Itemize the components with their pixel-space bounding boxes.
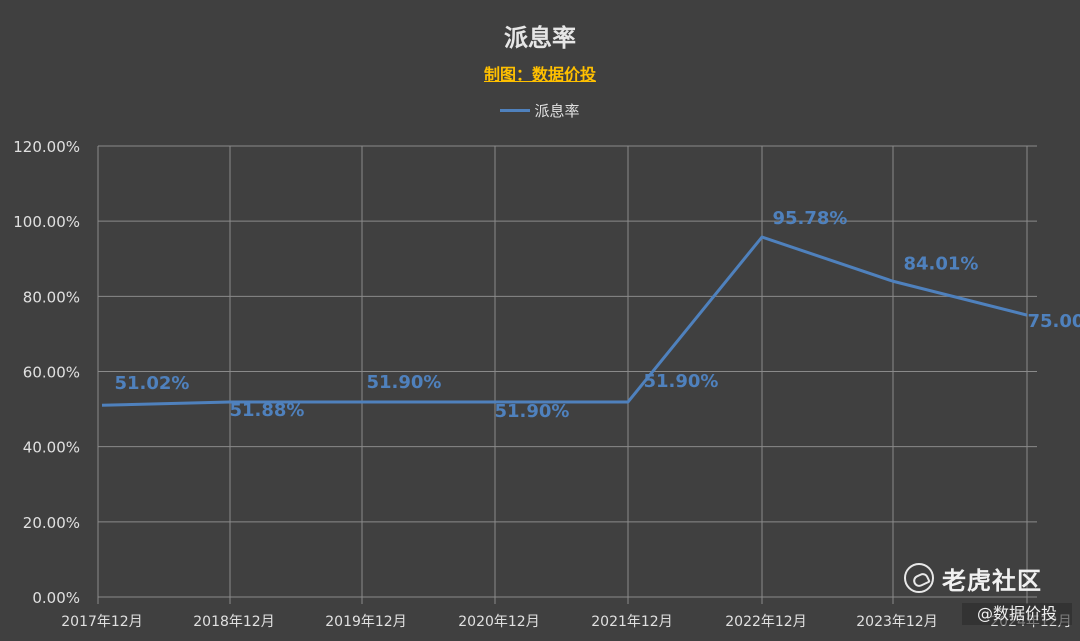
data-label: 95.78%	[773, 208, 848, 229]
data-label: 51.90%	[644, 371, 719, 392]
y-tick-label: 100.00%	[13, 213, 80, 231]
x-tick-label: 2023年12月	[856, 614, 937, 630]
x-tick-label: 2018年12月	[193, 614, 274, 630]
tiger-logo-icon	[904, 563, 934, 593]
data-labels: 51.02% 51.88% 51.90% 51.90% 51.90% 95.78% 84.0…	[115, 208, 1080, 422]
chart-subtitle: 制图：数据价投	[0, 61, 1080, 85]
data-label: 84.01%	[904, 253, 979, 274]
series-line	[101, 235, 1028, 407]
watermark: 老虎社区	[904, 558, 1064, 598]
y-tick-label: 80.00%	[23, 288, 80, 306]
grid-lines	[97, 145, 1037, 604]
data-label: 75.00%	[1028, 311, 1080, 332]
legend-label: 派息率	[534, 102, 580, 120]
y-tick-label: 60.00%	[23, 364, 80, 382]
x-tick-label: 2020年12月	[458, 614, 539, 630]
subtitle-text: 制图：数据价投	[483, 65, 596, 84]
watermark-text: 老虎社区	[942, 566, 1042, 595]
data-label: 51.90%	[367, 372, 442, 393]
y-tick-label: 0.00%	[32, 589, 80, 607]
y-tick-label: 20.00%	[23, 514, 80, 532]
data-label: 51.88%	[230, 400, 305, 421]
chart-title: 派息率	[504, 24, 576, 52]
y-tick-label: 40.00%	[23, 439, 80, 457]
legend-swatch	[500, 109, 531, 112]
chart-legend: 派息率	[0, 100, 1080, 121]
x-axis-ticks: 2017年12月 2018年12月 2019年12月 2020年12月 2021年12月…	[61, 614, 1071, 630]
data-label: 51.90%	[495, 401, 570, 422]
x-tick-label: 2022年12月	[725, 614, 806, 630]
y-axis-ticks: 0.00% 20.00% 40.00% 60.00% 80.00% 100.00% 120.…	[13, 138, 80, 607]
x-tick-label: 2017年12月	[61, 614, 142, 630]
x-tick-label: 2021年12月	[591, 614, 672, 630]
watermark-handle: @数据价投	[962, 603, 1072, 625]
y-tick-label: 120.00%	[13, 138, 80, 156]
x-tick-label: 2019年12月	[325, 614, 406, 630]
series-line-path	[101, 235, 1028, 407]
data-label: 51.02%	[115, 373, 190, 394]
